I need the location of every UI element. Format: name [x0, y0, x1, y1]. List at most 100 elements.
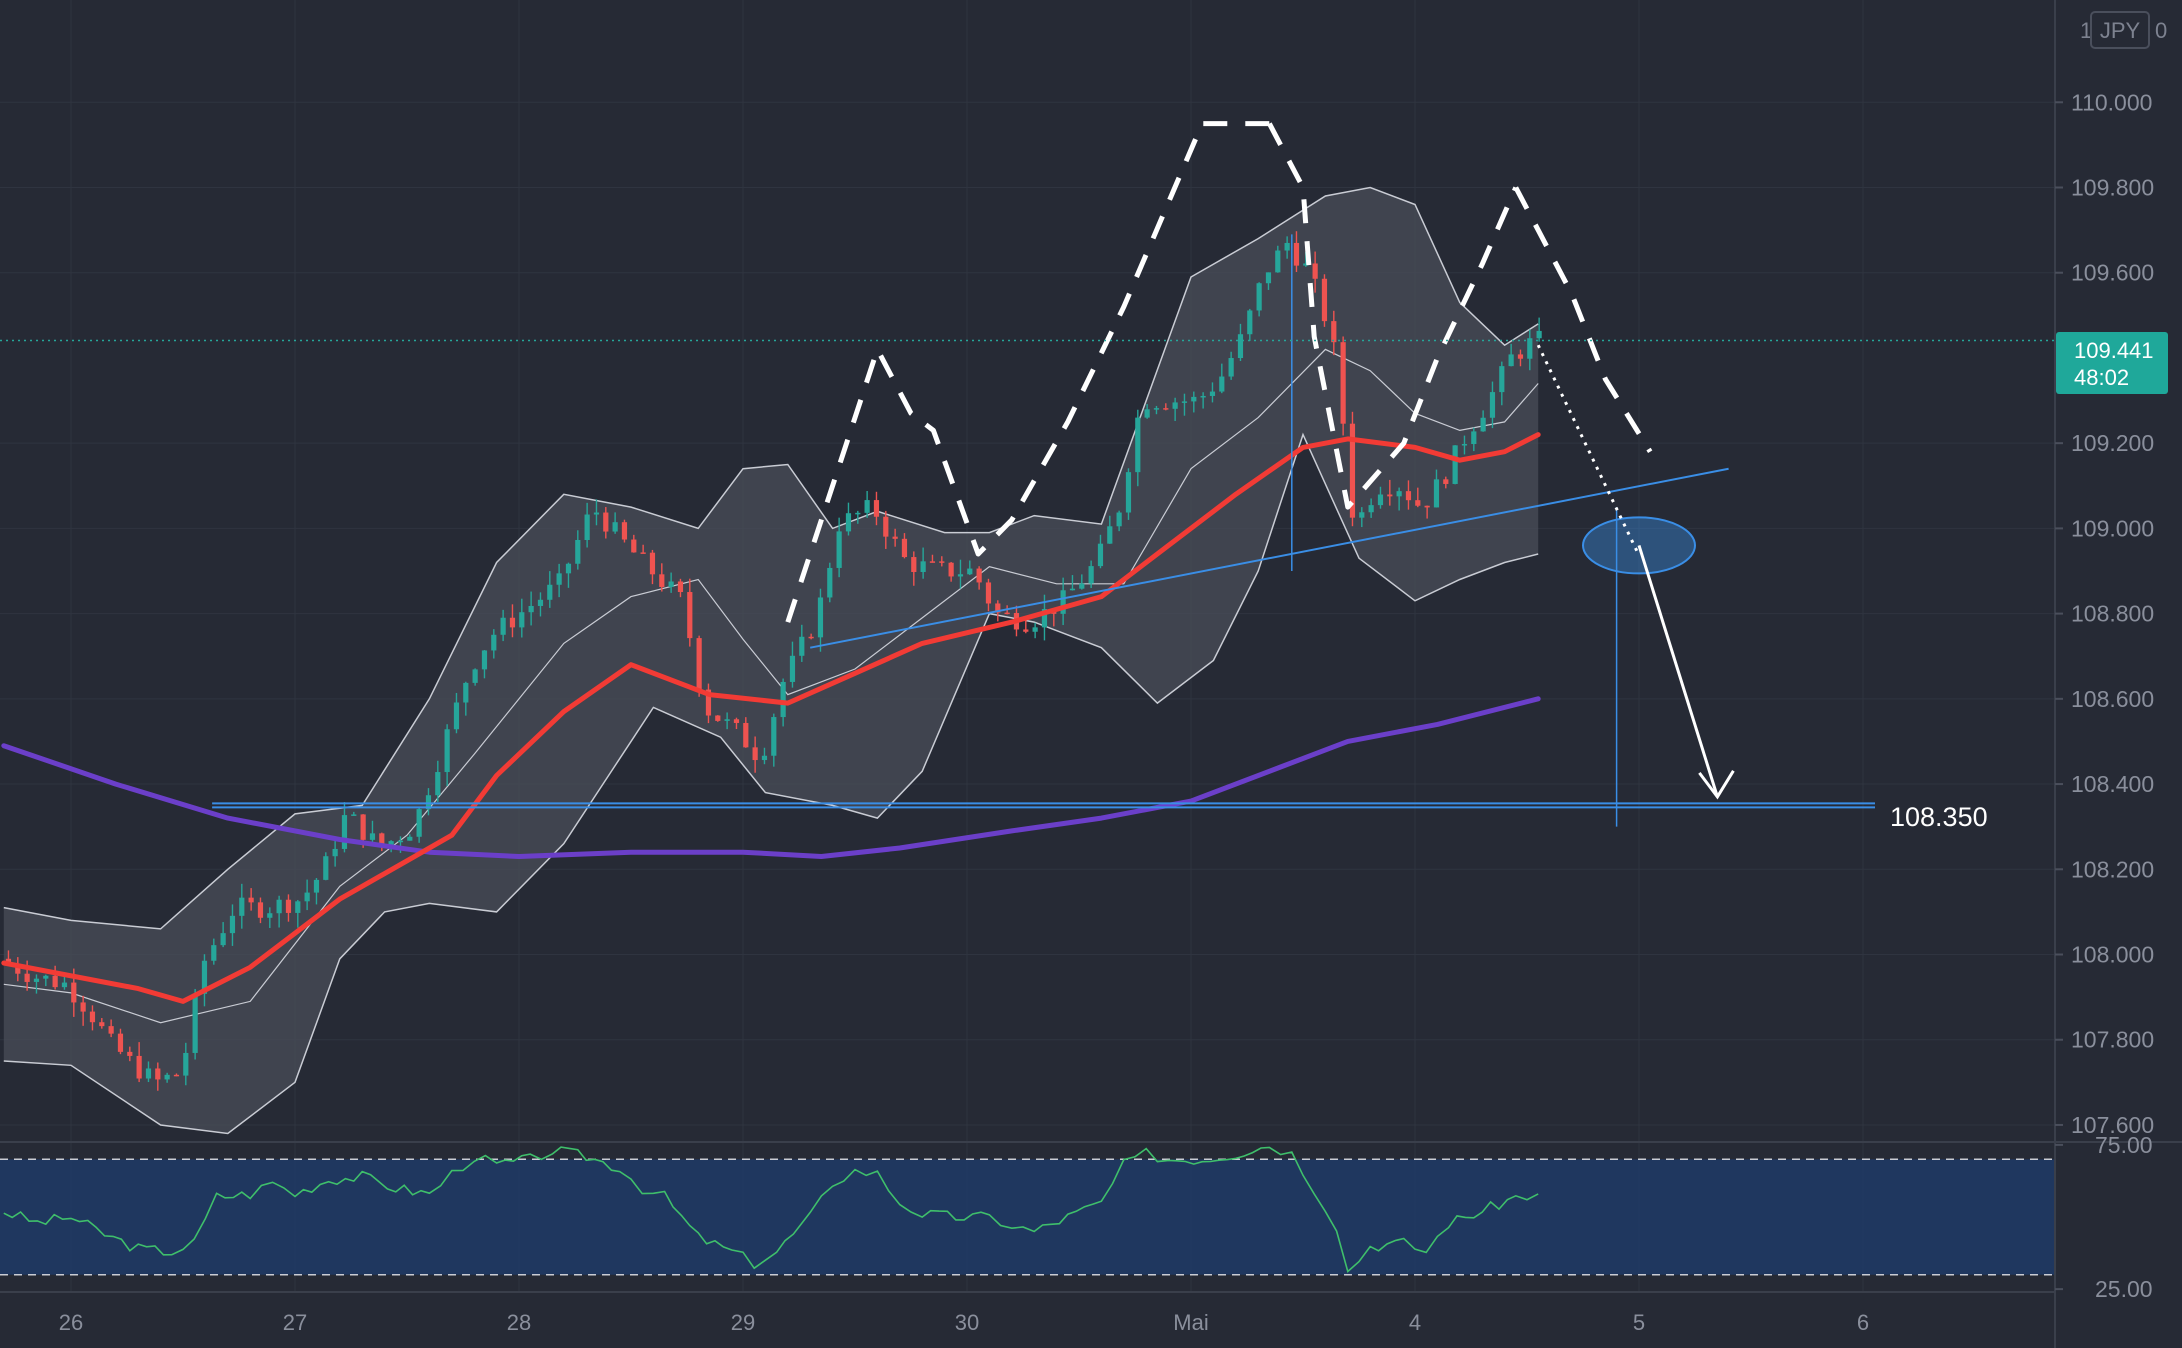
candle-bull — [920, 561, 926, 573]
candle-bull — [1480, 417, 1486, 432]
candle-bull — [957, 574, 964, 577]
candle-bull — [313, 879, 320, 893]
candle-bull — [1471, 431, 1477, 445]
candle-bear — [743, 722, 749, 748]
candle-bear — [948, 562, 954, 577]
candle-bull — [724, 719, 730, 721]
candle-bear — [603, 512, 609, 532]
badge-prefix: 1 — [2080, 18, 2092, 43]
candle-bull — [1461, 444, 1468, 446]
currency-badge[interactable]: 1 JPY 0 — [2080, 11, 2167, 49]
candle-bear — [173, 1074, 180, 1077]
candle-bull — [1237, 334, 1244, 359]
candle-bear — [379, 833, 385, 847]
candle-bear — [1312, 263, 1318, 279]
candle-bull — [435, 772, 441, 796]
candle-bear — [1331, 321, 1337, 343]
rsi-pane — [0, 1146, 2055, 1276]
candle-bear — [155, 1068, 161, 1080]
candle-bear — [99, 1022, 105, 1027]
candle-bull — [668, 581, 674, 587]
candle-bull — [453, 702, 460, 730]
candle-bull — [799, 636, 805, 656]
candle-bear — [883, 516, 889, 537]
candle-series — [5, 231, 1542, 1091]
candle-bull — [1191, 396, 1197, 402]
price-tick-label: 108.400 — [2071, 771, 2154, 797]
candle-bull — [276, 899, 282, 914]
moving-averages — [1, 432, 1541, 1004]
price-tick-label: 109.600 — [2071, 260, 2154, 286]
candle-bull — [1135, 417, 1141, 473]
candle-bear — [752, 747, 758, 761]
candle-bear — [80, 1002, 86, 1012]
current-price-tag: 109.441 48:02 — [2056, 332, 2168, 394]
candle-bull — [817, 597, 824, 638]
rsi-line — [3, 1146, 1539, 1273]
current-price-countdown: 48:02 — [2074, 365, 2129, 390]
candle-bear — [1443, 479, 1449, 484]
candle-bear — [631, 539, 637, 553]
price-tick-label: 109.800 — [2071, 174, 2154, 200]
price-axis[interactable]: 110.000 109.800 109.600 109.200 109.000 108.8… — [2055, 89, 2154, 1138]
price-tick-label: 107.800 — [2071, 1027, 2154, 1053]
candle-bear — [715, 715, 721, 721]
candle-bear — [1293, 242, 1300, 266]
candle-bear — [136, 1055, 142, 1079]
candle-bear — [1387, 494, 1393, 497]
candle-bear — [911, 557, 917, 573]
rsi-tick-label: 25.00 — [2095, 1276, 2153, 1302]
pattern-zigzag — [1267, 122, 1519, 510]
candle-bear — [1517, 354, 1524, 359]
candle-bull — [761, 755, 768, 761]
candle-bull — [304, 892, 310, 902]
candle-bear — [15, 963, 21, 974]
candle-bull — [61, 982, 68, 988]
candle-bull — [332, 848, 338, 857]
candle-bear — [808, 636, 814, 639]
time-tick-label: 27 — [283, 1310, 307, 1335]
candle-bear — [1321, 278, 1328, 322]
time-axis[interactable]: 26 27 28 29 30 Mai 4 5 6 — [59, 1310, 1869, 1335]
candle-bear — [659, 574, 665, 587]
candle-bear — [89, 1011, 96, 1023]
candle-bear — [248, 897, 254, 903]
candle-bull — [1219, 376, 1225, 392]
candle-bear — [257, 902, 264, 918]
candle-bull — [1088, 566, 1094, 584]
candle-bull — [192, 993, 198, 1053]
candle-bull — [1200, 395, 1206, 398]
candle-bull — [1116, 512, 1122, 527]
candle-bear — [733, 719, 740, 723]
time-tick-label: 26 — [59, 1310, 83, 1335]
candle-bear — [117, 1033, 124, 1052]
candle-bull — [220, 933, 226, 946]
candle-bear — [939, 561, 945, 563]
candle-bull — [845, 513, 852, 532]
rsi-band — [0, 1159, 2055, 1275]
price-tick-label: 109.200 — [2071, 430, 2154, 456]
candle-bull — [341, 815, 348, 849]
candle-bull — [612, 522, 618, 532]
candle-bull — [201, 960, 208, 994]
candle-bull — [855, 512, 861, 515]
candle-bull — [481, 650, 488, 670]
ema-slow-line — [1, 696, 1541, 859]
annotations — [212, 121, 1875, 827]
candle-bull — [1107, 526, 1113, 544]
candle-bull — [1125, 472, 1132, 513]
candle-bull — [565, 563, 572, 574]
candle-bull — [1228, 358, 1234, 377]
currency-badge-label: JPY — [2100, 18, 2141, 43]
candle-bull — [1256, 283, 1262, 311]
candle-bear — [705, 689, 712, 716]
candle-bull — [444, 729, 450, 773]
price-tick-label: 109.000 — [2071, 515, 2154, 541]
candle-bull — [1359, 512, 1365, 518]
neckline-trendline — [810, 467, 1729, 649]
candle-bull — [472, 669, 478, 683]
candle-bull — [1303, 263, 1309, 266]
current-price-value: 109.441 — [2074, 338, 2154, 363]
candle-bull — [575, 540, 581, 564]
